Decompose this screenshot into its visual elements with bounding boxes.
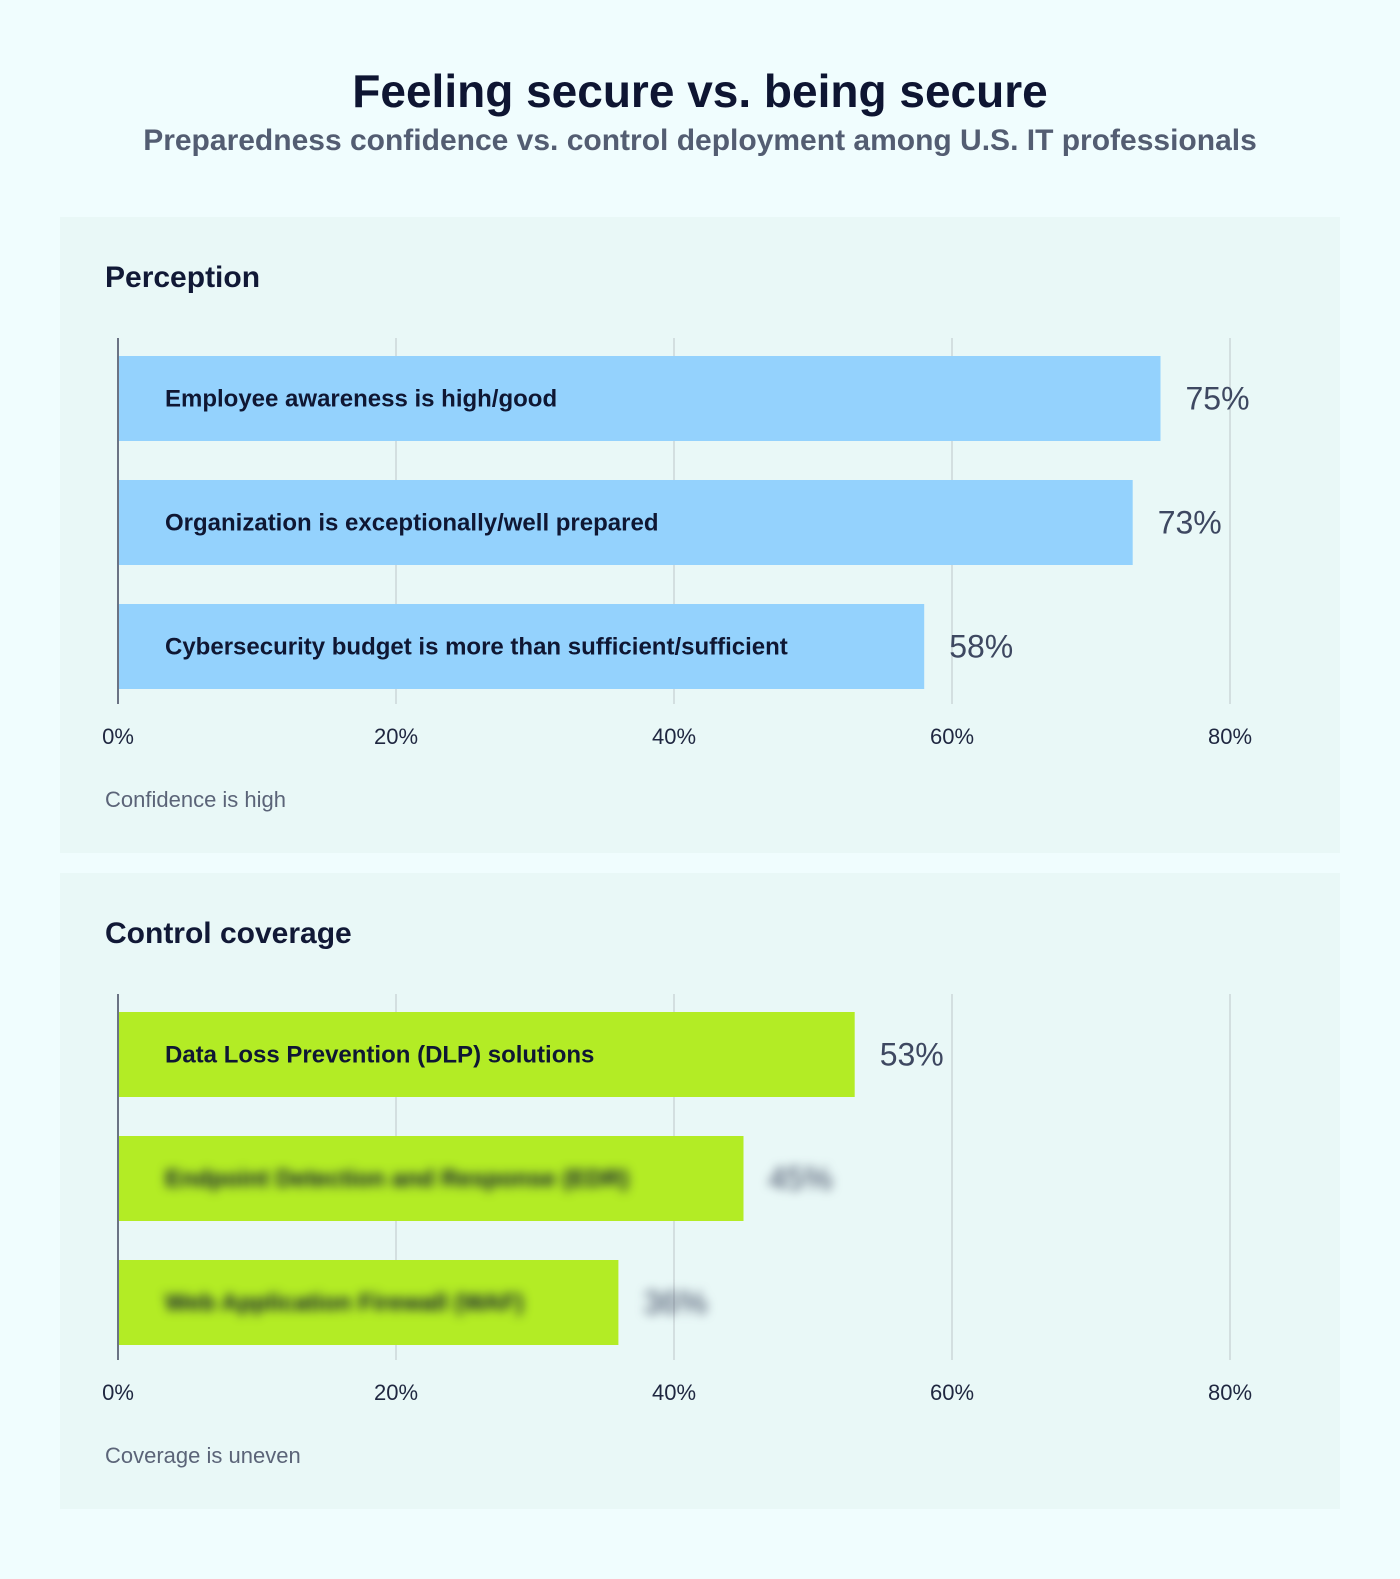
- bar-label: Cybersecurity budget is more than suffic…: [165, 634, 788, 661]
- bar: [118, 480, 1133, 565]
- bar: [118, 1260, 619, 1345]
- x-tick-label: 80%: [1208, 724, 1252, 749]
- bar-label: Employee awareness is high/good: [165, 386, 557, 413]
- value-label: 45%: [769, 1161, 833, 1197]
- perception-bar-chart: Employee awareness is high/good 75% Organi…: [102, 338, 1252, 749]
- x-tick-label: 80%: [1208, 1380, 1252, 1405]
- x-tick-label: 60%: [930, 1380, 974, 1405]
- value-label: 58%: [949, 629, 1013, 665]
- x-tick-label: 40%: [652, 1380, 696, 1405]
- panel-title: Control coverage: [105, 917, 352, 950]
- x-tick-label: 40%: [652, 724, 696, 749]
- bar-label: Endpoint Detection and Response (EDR): [165, 1166, 629, 1193]
- x-tick-label: 60%: [930, 724, 974, 749]
- x-tick-label: 20%: [374, 724, 418, 749]
- value-label: 53%: [880, 1037, 944, 1073]
- bar: [118, 604, 925, 689]
- bar: [118, 1136, 744, 1221]
- value-label: 36%: [643, 1285, 707, 1321]
- x-tick-label: 0%: [102, 1380, 134, 1405]
- value-label: 75%: [1186, 381, 1250, 417]
- control-coverage-bar-chart: Data Loss Prevention (DLP) solutions 53% E…: [102, 994, 1252, 1405]
- bar-label: Data Loss Prevention (DLP) solutions: [165, 1042, 594, 1069]
- x-tick-label: 0%: [102, 724, 134, 749]
- panel-caption: Confidence is high: [105, 787, 287, 812]
- panel-title: Perception: [105, 261, 261, 294]
- chart-title: Feeling secure vs. being secure: [352, 65, 1048, 117]
- bar-label: Organization is exceptionally/well prepa…: [165, 510, 658, 537]
- perception-panel: Perception Employee awareness is high/go…: [60, 217, 1340, 853]
- bar-label: Web Application Firewall (WAF): [165, 1290, 524, 1317]
- bar: [118, 356, 1161, 441]
- bar: [118, 1012, 855, 1097]
- control-coverage-panel: Control coverage Data Loss Prevention (D…: [60, 873, 1340, 1509]
- panel-caption: Coverage is uneven: [105, 1443, 301, 1468]
- x-tick-label: 20%: [374, 1380, 418, 1405]
- chart-subtitle: Preparedness confidence vs. control depl…: [143, 124, 1257, 157]
- value-label: 73%: [1158, 505, 1222, 541]
